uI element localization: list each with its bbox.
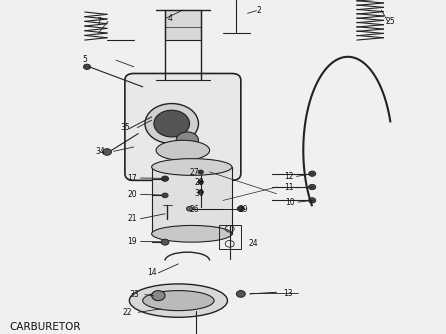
Text: 24: 24 — [249, 239, 259, 248]
Circle shape — [236, 291, 245, 297]
Ellipse shape — [152, 159, 232, 175]
Circle shape — [309, 171, 316, 176]
Circle shape — [154, 110, 190, 137]
Text: 10: 10 — [285, 198, 295, 206]
Text: 11: 11 — [285, 183, 294, 192]
Text: 4: 4 — [167, 14, 172, 22]
Circle shape — [161, 239, 169, 245]
Ellipse shape — [156, 140, 210, 160]
Text: 21: 21 — [127, 214, 136, 223]
Text: 34: 34 — [96, 147, 106, 156]
Text: 2: 2 — [256, 6, 261, 15]
Text: 29: 29 — [239, 205, 248, 214]
Text: 19: 19 — [127, 237, 137, 246]
Circle shape — [237, 206, 244, 211]
Bar — [219, 225, 241, 249]
Circle shape — [198, 180, 203, 184]
Bar — [152, 167, 232, 234]
Text: 12: 12 — [285, 172, 294, 181]
Text: 20: 20 — [127, 190, 137, 199]
Text: 33: 33 — [129, 290, 139, 299]
Ellipse shape — [129, 284, 227, 317]
Text: 17: 17 — [127, 174, 137, 182]
Circle shape — [162, 193, 168, 198]
FancyBboxPatch shape — [125, 73, 241, 180]
Text: 35: 35 — [120, 123, 130, 132]
Text: 30: 30 — [194, 189, 204, 197]
Text: 25: 25 — [386, 17, 396, 26]
Bar — [165, 10, 201, 40]
Circle shape — [161, 176, 169, 181]
Circle shape — [309, 198, 316, 203]
Text: 5: 5 — [83, 55, 87, 64]
Text: 13: 13 — [283, 289, 293, 298]
Circle shape — [309, 184, 316, 190]
Text: 26: 26 — [190, 205, 199, 214]
Text: 28: 28 — [194, 178, 203, 186]
Ellipse shape — [143, 291, 214, 311]
Circle shape — [176, 132, 198, 149]
Text: 27: 27 — [190, 168, 199, 176]
Text: 14: 14 — [147, 269, 157, 277]
Ellipse shape — [152, 225, 232, 242]
Text: 7: 7 — [96, 17, 101, 26]
Circle shape — [186, 206, 193, 211]
Text: 22: 22 — [123, 308, 132, 317]
Circle shape — [103, 149, 112, 155]
Circle shape — [145, 104, 198, 144]
Text: CARBURETOR: CARBURETOR — [9, 322, 80, 332]
Circle shape — [83, 64, 91, 69]
Circle shape — [198, 190, 203, 194]
Circle shape — [152, 291, 165, 301]
Circle shape — [198, 170, 203, 174]
